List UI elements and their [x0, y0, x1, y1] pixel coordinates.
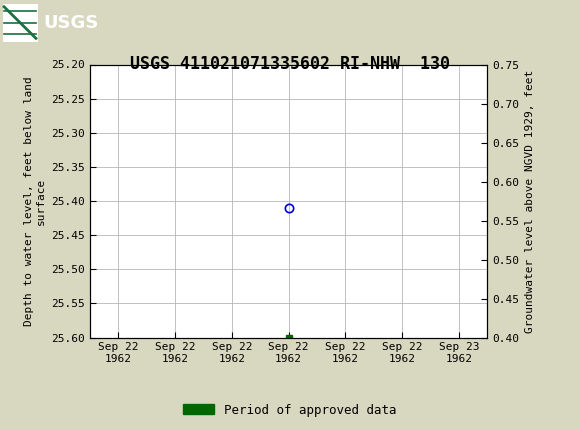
Text: USGS 411021071335602 RI-NHW  130: USGS 411021071335602 RI-NHW 130	[130, 55, 450, 73]
Legend: Period of approved data: Period of approved data	[178, 399, 402, 421]
Text: USGS: USGS	[44, 14, 99, 31]
Y-axis label: Groundwater level above NGVD 1929, feet: Groundwater level above NGVD 1929, feet	[525, 69, 535, 333]
Y-axis label: Depth to water level, feet below land
surface: Depth to water level, feet below land su…	[24, 76, 46, 326]
Bar	[3, 3, 38, 42]
